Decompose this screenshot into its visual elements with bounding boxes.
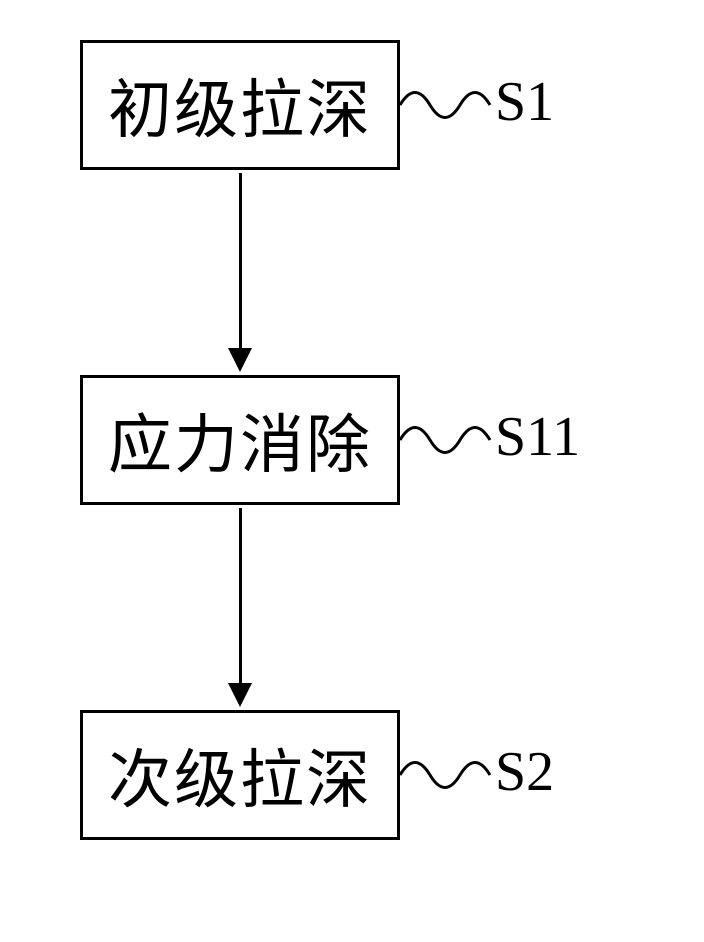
arrow-head-1: [228, 348, 252, 372]
step-label-1: S1: [495, 70, 554, 134]
step-box-1: 初级拉深: [80, 40, 400, 170]
arrow-line-1: [239, 173, 242, 351]
wavy-connector-1: [400, 75, 495, 135]
arrow-line-2: [239, 508, 242, 686]
wavy-connector-3: [400, 745, 495, 805]
arrow-head-2: [228, 683, 252, 707]
wavy-connector-2: [400, 410, 495, 470]
step-label-2: S11: [495, 405, 580, 469]
step-text-2: 应力消除: [108, 394, 372, 486]
flowchart-container: 初级拉深 S1 应力消除 S11 次级拉深 S2: [50, 30, 650, 910]
step-text-1: 初级拉深: [108, 59, 372, 151]
step-label-3: S2: [495, 740, 554, 804]
step-box-3: 次级拉深: [80, 710, 400, 840]
step-box-2: 应力消除: [80, 375, 400, 505]
step-text-3: 次级拉深: [108, 729, 372, 821]
